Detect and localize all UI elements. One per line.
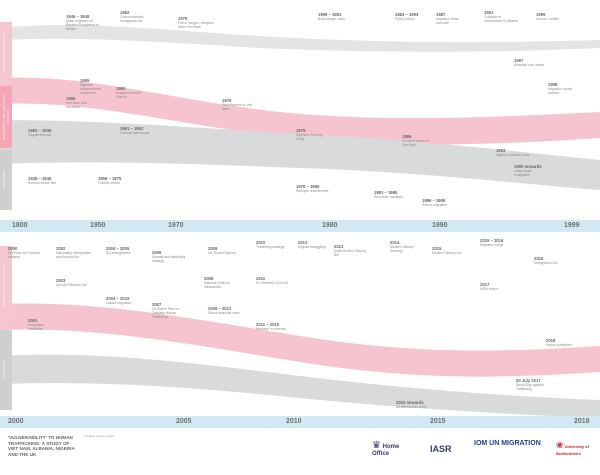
event-card: 1955 Nigerian independence movement (80, 78, 102, 96)
row-label-migration-2: MIGRATION (2, 360, 6, 380)
row-stripe-3 (0, 150, 12, 210)
event-card: 1983 – 1993 Policy reform (395, 12, 419, 21)
event-card: 2010 Trafficking strategy (256, 240, 285, 249)
event-card: 1958 – 1975 Conflict period (98, 176, 122, 185)
page-title: 'VULNERABILITY' TO HUMAN TRAFFICKING: A … (8, 435, 75, 457)
event-card: 2018 Report published (546, 338, 572, 347)
tick-2000: 2000 (8, 418, 24, 425)
tick-1999: 1999 (564, 222, 580, 229)
event-card: 1990 onwards Large-scale emigration (514, 164, 542, 178)
event-card: 1991 Collapse of communism in Albania (484, 10, 518, 24)
top-grey-band-lower (0, 120, 600, 190)
iom-logo: IOM UN MIGRATION (474, 440, 541, 447)
event-card: 1965 Viet Nam War escalates (66, 96, 87, 110)
event-card: 2017 NRM reform (480, 282, 499, 291)
event-card: 2011 EU Directive 2011/36 (256, 276, 288, 285)
row-stripe-1 (0, 22, 12, 84)
row-label-migration: MIGRATION (2, 170, 6, 190)
event-card: 2007 UK Action Plan on Tackling Human Tra… (152, 302, 180, 320)
page-subtitle: Timeline of key events (84, 434, 114, 438)
event-card: 2006 Albania anti-trafficking strategy (152, 250, 186, 264)
tick-1800: 1800 (12, 222, 28, 229)
event-card: 2002 Nationality, Immigration and Asylum … (56, 246, 92, 260)
row-label-legislation: LEGISLATION AND POLICY (2, 31, 6, 75)
event-card: 2004 – 2005 EU enlargement (106, 246, 131, 255)
bottom-axis-bar (0, 416, 600, 428)
event-card: 1999 Kosovo conflict (536, 12, 559, 21)
event-card: 1999 – 1981 Boat people crisis (318, 12, 345, 21)
event-card: 2009 UK Border Agency (208, 246, 236, 255)
tick-1970: 1970 (168, 222, 184, 229)
tick-2018: 2018 (574, 418, 590, 425)
event-card: 30 July 2017 World Day against Traffickin… (516, 378, 544, 392)
tick-2010: 2010 (286, 418, 302, 425)
bedfordshire-emblem-icon: ❀ (556, 440, 564, 450)
event-card: 2014 Modern Slavery Strategy (390, 240, 414, 254)
top-pink-band (0, 77, 600, 145)
university-logo: ❀ University of Bedfordshire (556, 440, 589, 456)
row-stripe-5 (0, 330, 12, 410)
event-card: 2003 Sexual Offences Act (56, 278, 87, 287)
event-card: 2009 – 2012 Global financial crisis (208, 306, 240, 315)
tick-1990: 1990 (432, 222, 448, 229)
event-card: 1946 – 1948 Mass migration of Eastern Eur… (66, 14, 99, 32)
bottom-pink-band (0, 303, 600, 377)
event-card: 2004 – 2019 Labour migration (106, 296, 132, 305)
crest-icon: ♛ (372, 440, 381, 451)
event-card: 2000 UN Palermo Protocol adopted (8, 246, 40, 260)
event-card: 2012 Migrant smuggling (298, 240, 326, 249)
tick-1950: 1950 (90, 222, 106, 229)
event-card: 1993 Nigerian political crisis (496, 148, 530, 157)
event-card: 2016 Immigration Act (534, 256, 558, 265)
event-card: 2008 National Referral Mechanism (204, 276, 230, 290)
event-card: 1961 – 1962 Colonial withdrawal (120, 126, 150, 135)
event-card: 2013 Draft Modern Slavery Bill (334, 244, 367, 258)
iasr-logo: IASR (430, 444, 452, 454)
event-card: 1960 Independence of Nigeria (116, 86, 142, 100)
event-card: 1998 Migration routes expand (548, 82, 573, 96)
top-grey-band-upper (0, 25, 600, 52)
event-card: 1986 – 1995 Return migration (422, 198, 448, 207)
row-label-history: HISTORICAL AND POLITICAL CONTEXT (2, 94, 10, 140)
row-stripe-2 (0, 86, 12, 148)
event-card: 1981 – 1985 Economic hardship (374, 190, 403, 199)
event-card: 2015 onwards Mediterranean crisis (396, 400, 427, 409)
tick-1980: 1980 (322, 222, 338, 229)
event-card: 2011 – 2015 Increase in referrals (256, 322, 286, 331)
top-axis-bar (0, 220, 600, 232)
event-card: 1986 Doi Moi reforms in Viet Nam (402, 134, 430, 148)
event-card: 1983 – 1935 Migrant arrivals (28, 128, 52, 137)
event-card: 2015 – 2016 Migration surge (480, 238, 504, 247)
event-card: 1939 – 1945 Second World War (28, 176, 57, 185)
event-card: 2015 Modern Slavery Act (432, 246, 462, 255)
tick-2005: 2005 (176, 418, 192, 425)
event-card: 2001 Emigration intensifies (28, 318, 45, 332)
event-card: 1962 Commonwealth Immigrants Act (120, 10, 144, 24)
event-card: 1997 Albanian civil unrest (514, 58, 545, 67)
row-stripe-4 (0, 246, 12, 326)
event-card: 1976 Reunification of Viet Nam (222, 98, 253, 112)
event-card: 1975 Fall of Saigon; refugees leave Viet … (178, 16, 214, 30)
home-office-logo: ♛ Home Office (372, 440, 400, 457)
tick-2015: 2015 (430, 418, 446, 425)
event-card: 1976 – 1985 Refugee resettlement (296, 184, 329, 193)
event-card: 1979 Migration to Hong Kong (296, 128, 323, 142)
event-card: 1987 Migration flows increase (436, 12, 459, 26)
bottom-grey-band (0, 354, 600, 418)
